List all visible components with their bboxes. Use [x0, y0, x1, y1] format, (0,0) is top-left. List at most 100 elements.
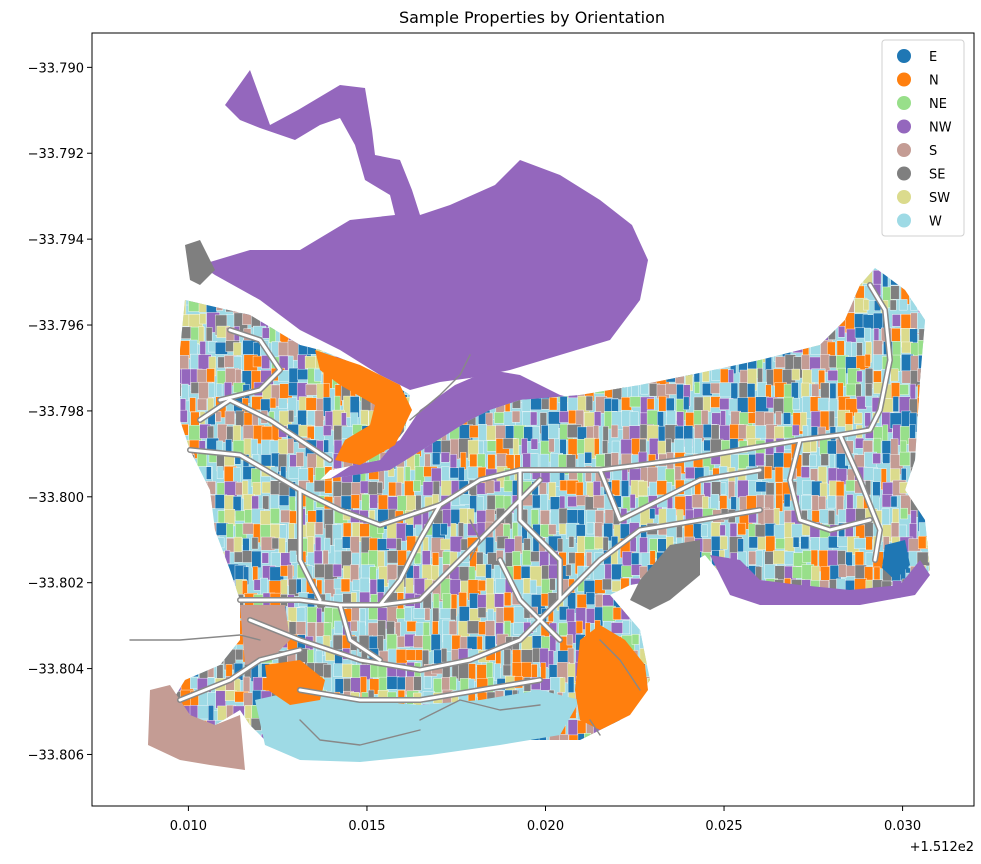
property-lot: [926, 620, 930, 642]
property-lot: [170, 482, 177, 494]
property-lot: [323, 425, 332, 436]
property-lot: [737, 619, 745, 642]
property-lot: [170, 397, 178, 410]
property-lot: [548, 564, 559, 579]
property-lot: [333, 663, 343, 677]
property-lot: [909, 747, 920, 755]
property-lot: [818, 748, 826, 755]
property-lot: [802, 747, 810, 755]
property-lot: [684, 747, 690, 755]
property-lot: [450, 509, 461, 525]
property-lot: [864, 649, 874, 663]
property-lot: [926, 438, 930, 450]
property-lot: [719, 355, 731, 368]
property-lot: [666, 608, 675, 629]
property-lot: [232, 425, 241, 443]
property-lot: [881, 746, 894, 755]
property-lot: [205, 327, 213, 342]
property-lot: [181, 423, 189, 436]
property-lot: [766, 705, 776, 718]
property-lot: [782, 635, 797, 657]
property-lot: [928, 565, 930, 585]
property-lot: [233, 342, 242, 356]
property-lot: [890, 368, 899, 382]
property-lot: [351, 605, 360, 622]
property-lot: [215, 411, 222, 422]
property-lot: [783, 285, 792, 307]
property-lot: [566, 370, 577, 387]
property-lot: [631, 733, 642, 754]
property-lot: [739, 271, 745, 284]
property-lot: [172, 271, 185, 286]
property-lot: [782, 300, 794, 311]
property-lot: [728, 734, 739, 754]
property-lot: [206, 481, 216, 495]
property-lot: [694, 381, 701, 394]
property-lot: [684, 732, 692, 746]
property-lot: [577, 369, 587, 380]
property-lot: [206, 284, 217, 297]
property-lot: [829, 677, 842, 689]
property-lot: [918, 732, 930, 746]
property-lot: [684, 649, 694, 670]
property-lot: [774, 677, 783, 699]
property-lot: [766, 650, 781, 672]
property-lot: [494, 480, 501, 492]
property-lot: [918, 299, 929, 315]
property-lot: [802, 621, 815, 640]
property-lot: [342, 536, 352, 549]
property-lot: [811, 663, 818, 680]
property-lot: [216, 370, 227, 385]
property-lot: [296, 578, 302, 594]
property-lot: [712, 675, 722, 697]
property-lot: [604, 342, 615, 359]
property-lot: [872, 745, 879, 755]
property-lot: [646, 398, 655, 410]
property-lot: [340, 578, 351, 593]
property-lot: [586, 592, 595, 605]
property-lot: [926, 704, 930, 718]
property-lot: [693, 396, 705, 411]
property-lot: [819, 650, 834, 666]
property-lot: [755, 718, 764, 737]
property-lot: [775, 538, 786, 550]
property-lot: [764, 412, 775, 426]
property-lot: [702, 368, 710, 382]
property-lot: [909, 284, 917, 298]
property-lot: [251, 537, 259, 550]
property-lot: [854, 551, 864, 567]
property-lot: [927, 409, 930, 432]
property-lot: [766, 608, 779, 629]
property-lot: [782, 607, 794, 627]
property-lot: [621, 593, 628, 607]
property-lot: [649, 508, 656, 520]
property-lot: [718, 299, 732, 312]
property-lot: [684, 636, 693, 651]
property-lot: [928, 325, 930, 346]
y-tick-label: −33.792: [28, 147, 84, 162]
property-lot: [655, 270, 667, 292]
property-lot: [181, 564, 194, 585]
property-lot: [890, 285, 900, 300]
property-lot: [765, 690, 774, 701]
property-lot: [765, 299, 778, 312]
property-lot: [658, 720, 667, 733]
property-lot: [683, 284, 690, 302]
property-lot: [692, 620, 701, 638]
property-lot: [856, 746, 868, 755]
property-lot: [703, 678, 713, 697]
property-lot: [622, 620, 630, 635]
property-lot: [917, 678, 928, 694]
property-lot: [522, 550, 532, 566]
property-lot: [811, 704, 822, 725]
property-lot: [928, 285, 930, 306]
property-lot: [289, 550, 297, 563]
property-lot: [872, 732, 880, 746]
property-lot: [493, 564, 501, 581]
property-lot: [666, 298, 675, 321]
property-lot: [746, 733, 754, 752]
property-lot: [755, 341, 766, 363]
property-lot: [675, 327, 689, 349]
property-lot: [712, 650, 725, 662]
chart-title: Sample Properties by Orientation: [399, 8, 665, 27]
